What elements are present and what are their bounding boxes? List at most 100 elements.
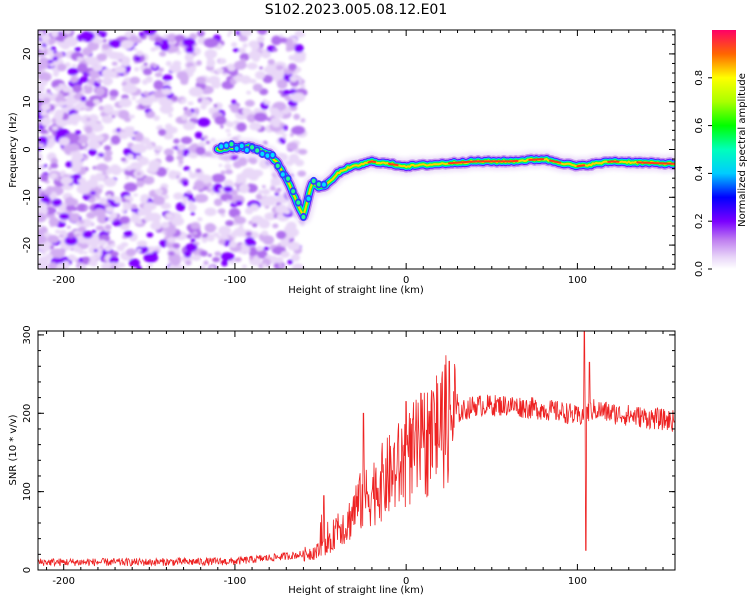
noise-blob [101, 115, 114, 124]
noise-blob [135, 155, 141, 159]
noise-blob [150, 221, 162, 231]
noise-blob [138, 31, 145, 37]
noise-blob [249, 231, 259, 239]
noise-blob [50, 172, 58, 180]
ridge-blob-core [286, 176, 291, 181]
noise-blob [257, 189, 264, 194]
ridge-peak [607, 160, 620, 163]
noise-blob [158, 67, 164, 73]
noise-blob [109, 89, 119, 98]
noise-blob [258, 219, 271, 229]
noise-blob [282, 89, 291, 96]
noise-blob [88, 148, 97, 156]
noise-blob [293, 113, 301, 120]
noise-blob [245, 248, 251, 254]
noise-blob [236, 134, 242, 139]
noise-blob [173, 138, 180, 144]
noise-blob [209, 266, 216, 269]
noise-blob [215, 68, 224, 74]
noise-blob [206, 55, 212, 61]
noise-blob [74, 130, 82, 135]
noise-blob [80, 96, 87, 102]
noise-blob [184, 52, 194, 62]
noise-blob [188, 66, 197, 73]
noise-blob [187, 203, 197, 212]
noise-blob [264, 212, 277, 221]
noise-blob [261, 230, 269, 236]
noise-blob [255, 218, 262, 224]
noise-blob [159, 239, 168, 248]
noise-blob [257, 249, 268, 259]
noise-blob [43, 164, 48, 168]
noise-blob [165, 154, 174, 163]
noise-blob [112, 110, 119, 116]
noise-blob [207, 253, 212, 257]
noise-blob [120, 157, 127, 162]
snr-y-label: SNR (10 * v/v) [8, 414, 19, 485]
noise-blob [152, 64, 158, 69]
noise-blob [200, 250, 208, 257]
noise-blob [269, 255, 279, 264]
noise-blob [159, 104, 174, 114]
noise-blob [96, 163, 109, 172]
noise-blob [185, 260, 192, 266]
noise-blob [38, 124, 45, 130]
noise-blob [205, 140, 211, 145]
noise-blob [291, 125, 306, 135]
noise-blob [118, 109, 130, 120]
noise-blob [38, 213, 47, 223]
snr-series-line [38, 331, 675, 568]
ridge-blob-core [316, 182, 321, 187]
noise-blob [148, 111, 154, 117]
y-tick-label: 10 [22, 95, 33, 108]
noise-blob [62, 86, 72, 93]
ridge-blob-core [306, 196, 311, 201]
ridge-blob-core [234, 146, 239, 151]
noise-blob [98, 105, 104, 111]
noise-blob [63, 36, 79, 47]
noise-blob [98, 239, 107, 246]
noise-blob [180, 98, 187, 104]
noise-blob [176, 50, 182, 55]
noise-blob [226, 179, 232, 184]
noise-blob [74, 104, 82, 111]
noise-blob [38, 261, 44, 269]
x-tick-label: 100 [568, 275, 587, 286]
noise-blob [224, 169, 233, 175]
noise-blob [220, 170, 226, 175]
noise-blob [48, 217, 60, 227]
noise-blob [165, 60, 172, 67]
noise-blob [290, 92, 306, 103]
noise-blob [231, 42, 238, 48]
noise-blob [155, 167, 167, 177]
noise-blob [294, 159, 305, 167]
noise-blob [154, 72, 163, 78]
noise-blob [118, 131, 129, 140]
noise-blob [102, 171, 107, 175]
ridge-blob-core [229, 141, 234, 147]
noise-blob [240, 30, 253, 37]
y-tick-label: 100 [22, 482, 33, 501]
noise-blob [87, 141, 101, 150]
colorbar: 0.0 0.2 0.4 0.6 0.8 Normalized spectral ampl… [694, 30, 748, 277]
noise-blob [124, 168, 136, 177]
noise-blob [190, 222, 201, 230]
noise-blob [51, 198, 63, 207]
noise-blob [262, 235, 275, 245]
noise-blob [146, 232, 154, 238]
noise-blob [220, 252, 235, 261]
ridge-blob-core [244, 147, 249, 153]
x-tick-label: -100 [224, 576, 247, 587]
noise-blob [77, 226, 87, 233]
noise-blob [169, 64, 182, 73]
noise-blob [161, 88, 173, 96]
noise-blob [286, 142, 298, 151]
noise-blob [63, 30, 73, 35]
y-tick-label: -20 [22, 237, 33, 253]
noise-blob [214, 115, 227, 125]
noise-blob [206, 233, 215, 242]
noise-blob [127, 132, 136, 138]
noise-blob [163, 194, 169, 200]
noise-blob [210, 190, 216, 196]
